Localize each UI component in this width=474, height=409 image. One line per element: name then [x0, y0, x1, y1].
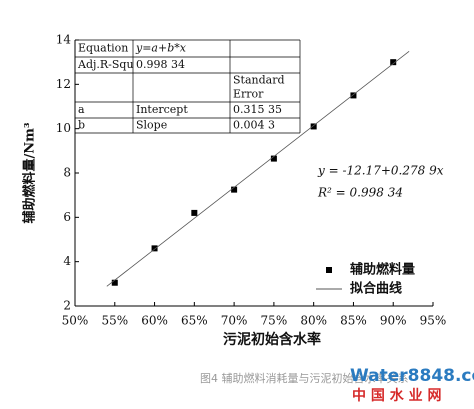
- y-tick-label: 12: [56, 77, 71, 91]
- table-cell: 0.315 35: [233, 103, 282, 116]
- point: [350, 92, 357, 99]
- watermark-name: 中 国 水 业 网: [352, 387, 442, 404]
- y-tick-label: 8: [63, 166, 71, 180]
- table-cell: Equation: [78, 42, 128, 55]
- x-tick-label: 85%: [340, 314, 367, 328]
- point: [390, 59, 397, 66]
- table-cell: a: [78, 103, 85, 116]
- x-tick-label: 60%: [141, 314, 168, 328]
- x-tick-label: 70%: [221, 314, 248, 328]
- legend-label: 拟合曲线: [350, 281, 402, 297]
- table-cell: Slope: [136, 119, 167, 132]
- table-cell: Standard: [233, 74, 285, 87]
- x-tick-label: 55%: [101, 314, 128, 328]
- caption: 图4 辅助燃料消耗量与污泥初始含水率关系: [200, 371, 409, 385]
- table-cell: Adj.R-Squ: [77, 58, 134, 71]
- table-cell: y=a+b*x: [135, 42, 187, 55]
- x-tick-label: 50%: [62, 314, 89, 328]
- table-cell: b: [78, 119, 85, 132]
- point: [270, 155, 277, 162]
- legend-marker: [326, 267, 332, 273]
- table-cell: 0.004 3: [233, 119, 275, 132]
- watermark-brand: Water8848.com: [350, 366, 474, 386]
- table-cell: Error: [233, 88, 264, 101]
- y-tick-label: 2: [63, 299, 71, 313]
- x-tick-label: 65%: [181, 314, 208, 328]
- r-squared: R² = 0.998 34: [317, 186, 403, 200]
- table-cell: 0.998 34: [136, 58, 185, 71]
- point: [310, 123, 317, 130]
- x-tick-label: 75%: [261, 314, 288, 328]
- point: [151, 245, 158, 252]
- y-axis-label: 辅助燃料量/Nm³: [22, 122, 38, 223]
- x-tick-label: 80%: [300, 314, 327, 328]
- x-axis-label: 污泥初始含水率: [223, 331, 321, 348]
- y-tick-label: 10: [56, 121, 71, 135]
- point: [231, 186, 238, 193]
- y-tick-label: 6: [63, 210, 71, 224]
- x-tick-label: 90%: [380, 314, 407, 328]
- point: [111, 279, 118, 286]
- fit-line: [106, 50, 410, 287]
- legend-label: 辅助燃料量: [350, 262, 415, 278]
- y-tick-label: 14: [56, 33, 72, 47]
- x-tick-label: 95%: [420, 314, 447, 328]
- point: [191, 209, 198, 216]
- y-tick-label: 4: [63, 254, 71, 268]
- equation: y = -12.17+0.278 9x: [317, 164, 444, 178]
- table-cell: Intercept: [136, 103, 188, 116]
